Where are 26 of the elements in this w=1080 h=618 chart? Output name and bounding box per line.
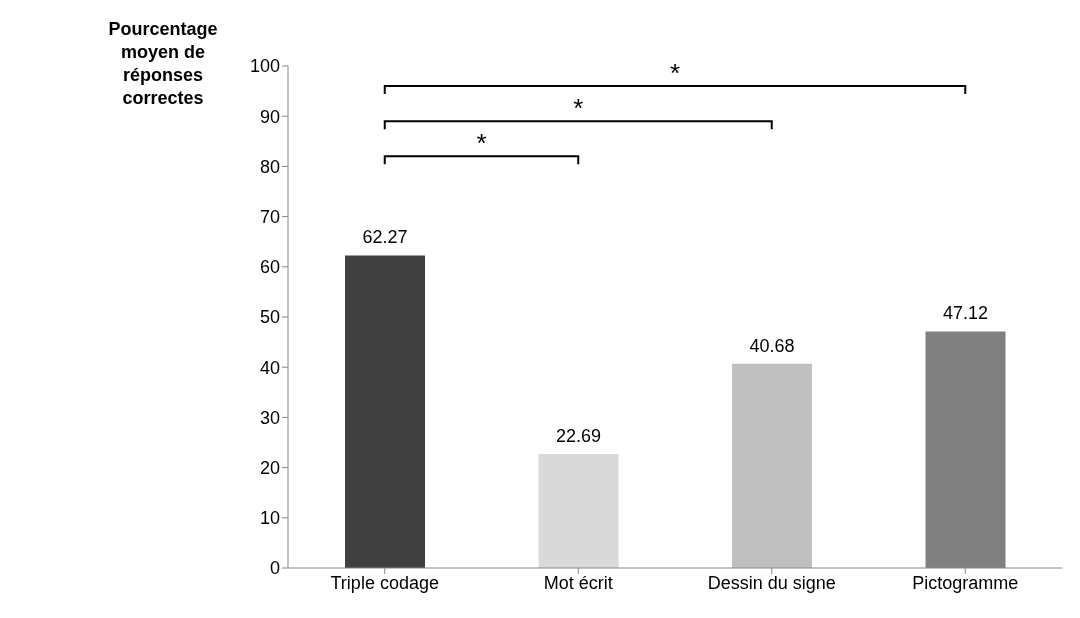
data-label: 62.27 bbox=[362, 227, 408, 248]
y-tick-label: 0 bbox=[269, 558, 280, 579]
bar bbox=[345, 255, 425, 568]
y-tick-label: 20 bbox=[259, 457, 280, 478]
y-tick-label: 90 bbox=[259, 106, 280, 127]
y-tick-label: 30 bbox=[259, 407, 280, 428]
y-tick-label: 100 bbox=[249, 56, 280, 77]
x-tick-label: Mot écrit bbox=[543, 572, 613, 593]
y-axis-title: Pourcentage moyen de réponses correctes bbox=[108, 18, 218, 110]
y-tick-label: 70 bbox=[259, 206, 280, 227]
x-tick-label: Pictogramme bbox=[912, 572, 1019, 593]
annotation: * bbox=[476, 128, 487, 159]
y-tick-label: 10 bbox=[259, 508, 280, 529]
bar bbox=[538, 454, 619, 568]
x-tick-label: Dessin du signe bbox=[707, 572, 836, 593]
y-tick-label: 60 bbox=[259, 257, 280, 278]
bar bbox=[732, 363, 812, 568]
y-tick-label: 40 bbox=[259, 357, 280, 378]
annotation: * bbox=[669, 58, 681, 89]
annotation: * bbox=[573, 93, 584, 124]
data-label: 47.12 bbox=[942, 303, 989, 324]
x-tick-label: Triple codage bbox=[330, 572, 439, 593]
y-tick-label: 50 bbox=[259, 307, 280, 328]
data-label: 22.69 bbox=[555, 426, 602, 447]
y-tick-label: 80 bbox=[259, 156, 280, 177]
data-label: 40.68 bbox=[749, 335, 795, 356]
